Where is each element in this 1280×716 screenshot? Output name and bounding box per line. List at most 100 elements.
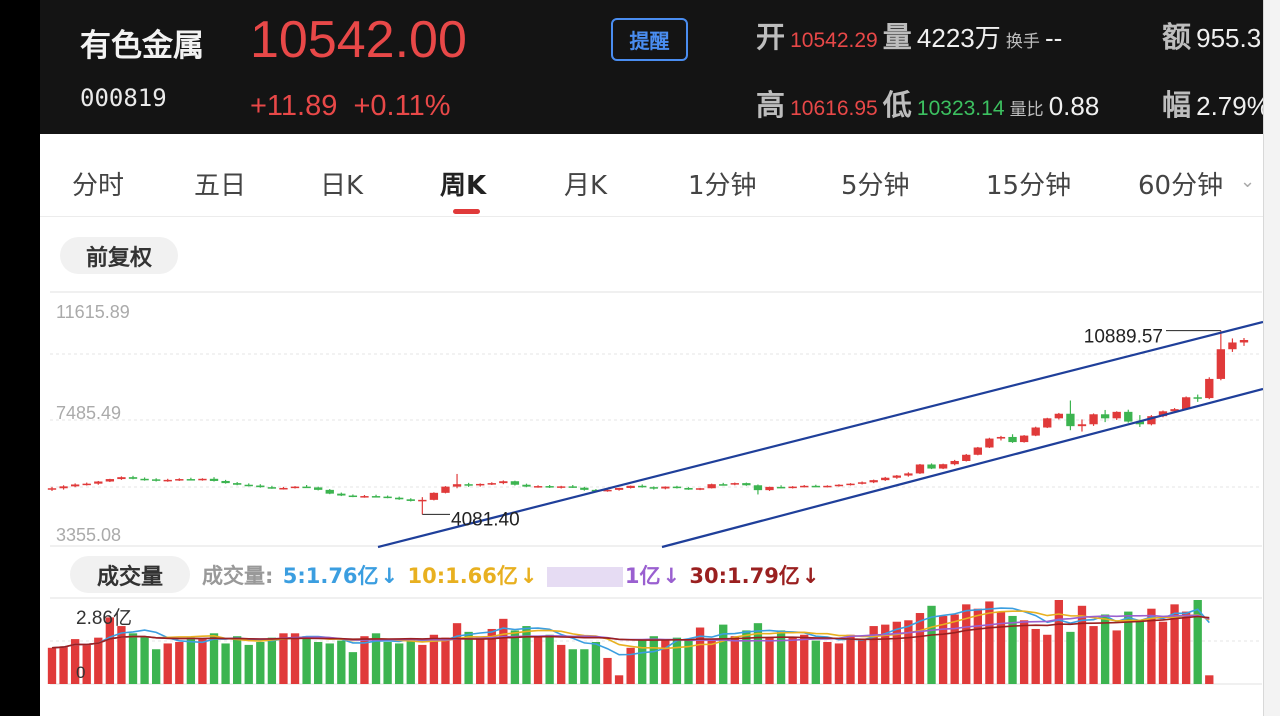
index-name: 有色金属 bbox=[80, 28, 204, 64]
candle-body bbox=[47, 488, 57, 490]
redacted-block bbox=[546, 567, 623, 587]
volume-bar bbox=[1147, 608, 1156, 684]
volume-bar bbox=[59, 646, 68, 684]
volume-ratio-label: 量比 bbox=[1009, 100, 1044, 120]
stats-row-1: 开 10542.29 量 4223万 换手 -- bbox=[756, 14, 1062, 56]
volume-bar bbox=[765, 637, 774, 684]
candle-body bbox=[776, 486, 786, 489]
candle-body bbox=[429, 492, 439, 500]
volume-bar bbox=[198, 639, 207, 684]
volume-bar bbox=[140, 636, 149, 684]
candle-body bbox=[406, 499, 415, 501]
candle-body bbox=[753, 485, 763, 491]
tab-five-day[interactable]: 五日 bbox=[194, 171, 247, 201]
volume-bar bbox=[557, 644, 566, 684]
volume-bar bbox=[904, 620, 913, 684]
volume-bar bbox=[823, 642, 832, 684]
candle-body bbox=[892, 475, 901, 478]
volume-bar bbox=[892, 621, 901, 684]
volume-bar bbox=[1124, 611, 1133, 684]
volume-bar bbox=[1089, 626, 1098, 684]
volume-bar bbox=[348, 652, 358, 684]
open-value: 10542.29 bbox=[790, 29, 878, 52]
candle-body bbox=[360, 496, 369, 498]
volume-bar bbox=[464, 631, 473, 684]
ma10-label: 10:1.66亿 bbox=[407, 564, 518, 588]
volume-bar bbox=[383, 642, 392, 684]
volume-bar bbox=[915, 613, 925, 684]
candle-body bbox=[1158, 411, 1168, 417]
candle-body bbox=[522, 484, 531, 487]
volume-bar bbox=[232, 636, 242, 684]
candle-body bbox=[1170, 409, 1179, 412]
volume-bar bbox=[672, 637, 682, 684]
y-tick-label: 11615.89 bbox=[56, 302, 130, 322]
candle-body bbox=[70, 484, 80, 487]
candle-body bbox=[765, 486, 774, 491]
volume-bar bbox=[314, 642, 323, 684]
tab-monthly-k[interactable]: 月K bbox=[564, 171, 608, 201]
volume-bar bbox=[568, 649, 577, 684]
ma20-arrow: ↓ bbox=[662, 564, 681, 588]
candle-body bbox=[325, 489, 334, 494]
tab-15min[interactable]: 15分钟 bbox=[986, 171, 1072, 201]
candle-body bbox=[1089, 414, 1098, 425]
volume-bar bbox=[684, 639, 693, 684]
volume-bar bbox=[1181, 611, 1191, 684]
ma20-label: 1亿 bbox=[624, 564, 661, 588]
scrollbar[interactable] bbox=[1263, 0, 1280, 716]
tab-60min[interactable]: 60分钟 bbox=[1138, 171, 1224, 201]
tab-weekly-k[interactable]: 周K bbox=[440, 171, 487, 201]
candle-body bbox=[1205, 378, 1214, 399]
volume-bar bbox=[1077, 605, 1087, 684]
candle-body bbox=[730, 483, 739, 485]
candle-body bbox=[904, 473, 913, 476]
candle-body bbox=[186, 479, 196, 481]
volume-bar bbox=[395, 643, 404, 684]
candle-body bbox=[221, 480, 230, 484]
candle-body bbox=[846, 483, 855, 486]
volume-bar bbox=[1158, 621, 1168, 684]
candle-body bbox=[209, 478, 219, 481]
candle-body bbox=[927, 464, 936, 469]
volume-bar bbox=[1054, 600, 1064, 684]
candle-body bbox=[603, 489, 612, 492]
alert-button[interactable]: 提醒 bbox=[611, 18, 688, 61]
tab-5min[interactable]: 5分钟 bbox=[841, 171, 910, 201]
volume-bar bbox=[788, 637, 797, 684]
volume-bar bbox=[151, 649, 161, 684]
candle-body bbox=[140, 478, 149, 481]
low-label: 低 bbox=[882, 88, 912, 122]
volume-bar bbox=[371, 633, 381, 684]
volume-bar bbox=[638, 640, 647, 684]
chevron-down-icon[interactable]: ⌄ bbox=[1240, 171, 1256, 192]
volume-bar bbox=[441, 637, 450, 684]
volume-bar bbox=[800, 634, 809, 684]
volume-bar bbox=[614, 675, 624, 684]
channel-upper-line bbox=[377, 320, 1263, 549]
tab-1min[interactable]: 1分钟 bbox=[688, 171, 757, 201]
volume-bar bbox=[649, 636, 658, 684]
candle-body bbox=[198, 478, 207, 481]
volume-bar bbox=[973, 608, 982, 684]
volume-indicator-button[interactable]: 成交量 bbox=[70, 556, 190, 593]
volume-bar bbox=[950, 614, 959, 684]
candle-body bbox=[464, 484, 473, 486]
tab-daily-k[interactable]: 日K bbox=[320, 171, 364, 201]
candle-body bbox=[1124, 411, 1133, 422]
change-percent: +0.11% bbox=[353, 90, 451, 122]
ma30-arrow: ↓ bbox=[801, 564, 820, 588]
candle-body bbox=[314, 487, 323, 490]
adjust-button[interactable]: 前复权 bbox=[60, 237, 178, 274]
tab-timeshare[interactable]: 分时 bbox=[72, 171, 125, 201]
volume-bar bbox=[302, 636, 311, 684]
candle-body bbox=[151, 479, 161, 481]
volume-bar bbox=[545, 634, 554, 684]
volume-bar bbox=[707, 640, 716, 684]
volume-bar bbox=[719, 624, 728, 684]
candle-body bbox=[105, 479, 115, 482]
candle-body bbox=[881, 477, 890, 481]
kline-chart: 11615.89 7485.49 3355.08 10889.57 4081.40 2.8… bbox=[47, 291, 1263, 685]
volume-bar bbox=[175, 642, 184, 684]
volume-ma10-line bbox=[51, 610, 1210, 650]
